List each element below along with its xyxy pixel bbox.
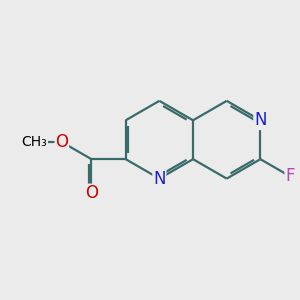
Text: O: O [85,184,98,202]
Text: CH₃: CH₃ [22,135,47,149]
Text: N: N [153,169,166,188]
Text: O: O [55,133,68,151]
Text: N: N [254,111,267,129]
Text: F: F [285,167,295,185]
